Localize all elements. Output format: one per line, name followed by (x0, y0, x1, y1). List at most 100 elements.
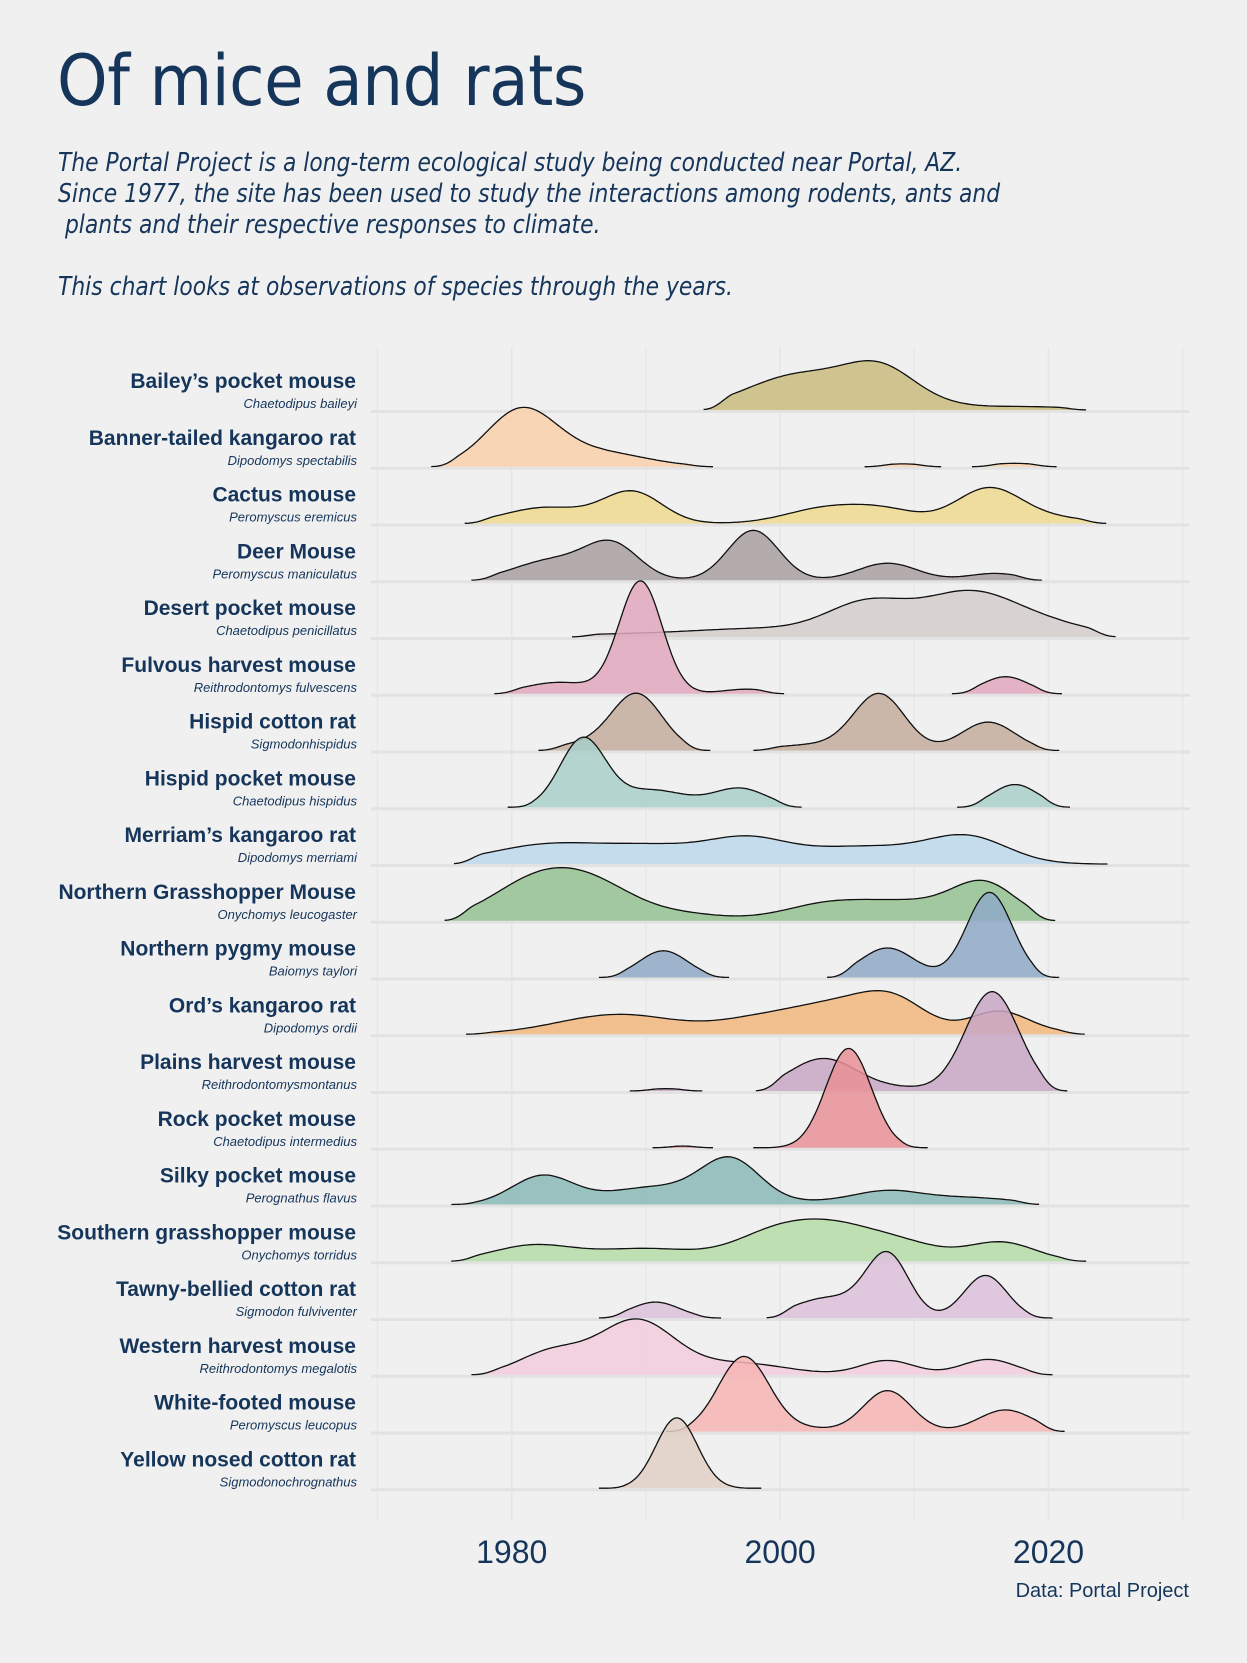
ridge-outline (507, 736, 802, 808)
x-tick-label: 2000 (745, 1534, 816, 1570)
species-scientific-name: Sigmodon fulviventer (236, 1304, 358, 1319)
species-scientific-name: Chaetodipus penicillatus (216, 623, 357, 638)
gridlines (371, 347, 1190, 1520)
species-common-name: Southern grasshopper mouse (57, 1221, 356, 1244)
ridge-area (451, 1219, 1087, 1262)
species-scientific-name: Onychomys leucogaster (218, 907, 358, 922)
x-tick-label: 1980 (476, 1534, 547, 1570)
chart-subtitle: The Portal Project is a long-term ecolog… (58, 148, 1001, 303)
species-common-name: Western harvest mouse (119, 1335, 356, 1358)
ridge-area (972, 463, 1057, 467)
species-common-name: Desert pocket mouse (144, 597, 356, 620)
ridge-area (864, 463, 942, 467)
species-scientific-name: Sigmodonochrognathus (220, 1474, 358, 1489)
ridge-area (753, 1048, 928, 1148)
ridge-outline (972, 462, 1057, 468)
species-scientific-name: Chaetodipus baileyi (244, 396, 359, 411)
species-common-name: Tawny-bellied cotton rat (116, 1278, 356, 1301)
ridge-outline (598, 950, 730, 979)
ridge-area (471, 530, 1042, 581)
ridge-area (451, 1156, 1040, 1205)
ridge-outline (766, 1250, 1053, 1319)
ridge-outline (827, 891, 1060, 979)
ridge-area (598, 1302, 722, 1318)
data-source-caption: Data: Portal Project (1015, 1580, 1189, 1602)
y-axis-labels: Bailey’s pocket mouse Chaetodipus baileyi… (57, 370, 358, 1489)
ridge-outline (494, 580, 785, 695)
species-scientific-name: Chaetodipus intermedius (213, 1134, 357, 1149)
species-common-name: Cactus mouse (212, 484, 356, 507)
ridge-outline (431, 406, 713, 468)
subtitle-line: Since 1977, the site has been used to st… (58, 179, 1001, 209)
species-common-name: Plains harvest mouse (140, 1051, 356, 1074)
ridge-outline (864, 463, 942, 468)
species-common-name: Northern Grasshopper Mouse (58, 881, 356, 904)
ridge-area (827, 892, 1060, 978)
species-scientific-name: Perognathus flavus (246, 1191, 358, 1206)
ridge-area (766, 1251, 1053, 1318)
subtitle-line: The Portal Project is a long-term ecolog… (58, 148, 963, 178)
ridge-outline (598, 1301, 722, 1319)
ridge-area (454, 834, 1108, 864)
ridge-outline (464, 486, 1107, 524)
species-common-name: Banner-tailed kangaroo rat (89, 427, 356, 450)
ridge-outline (471, 1318, 1053, 1376)
subtitle-note: This chart looks at observations of spec… (58, 272, 733, 302)
species-common-name: Hispid cotton rat (189, 711, 356, 734)
ridge-area (471, 1318, 1053, 1375)
ridge-area (598, 1417, 762, 1489)
species-scientific-name: Sigmodonhispidus (251, 737, 358, 752)
ridge-area (598, 950, 730, 978)
ridge-outline (453, 833, 1108, 865)
ridge-area (466, 990, 1085, 1035)
species-scientific-name: Dipodomys merriami (238, 850, 358, 865)
ridge-outline (444, 866, 1056, 922)
species-common-name: Northern pygmy mouse (120, 938, 356, 961)
ridge-outline (666, 1355, 1065, 1433)
species-common-name: Merriam’s kangaroo rat (125, 824, 356, 847)
ridge-outline (753, 1047, 928, 1149)
ridge-outline (471, 529, 1042, 581)
species-scientific-name: Peromyscus eremicus (229, 510, 357, 525)
species-scientific-name: Dipodomys spectabilis (228, 453, 358, 468)
species-scientific-name: Onychomys torridus (241, 1247, 357, 1262)
species-scientific-name: Reithrodontomys megalotis (199, 1361, 357, 1376)
x-tick-label: 2020 (1013, 1534, 1084, 1570)
species-common-name: Deer Mouse (237, 540, 356, 563)
ridge-area (507, 737, 802, 808)
ridge-area (538, 693, 711, 751)
ridge-area (494, 580, 785, 694)
species-scientific-name: Baiomys taylori (269, 964, 358, 979)
ridge-outline (451, 1218, 1087, 1262)
ridge-outline (703, 360, 1087, 411)
x-axis-ticks: 1980 2000 2020 (476, 1534, 1084, 1570)
species-scientific-name: Peromyscus leucopus (230, 1418, 358, 1433)
ridge-outline (598, 1417, 762, 1489)
species-common-name: Yellow nosed cotton rat (120, 1448, 356, 1471)
ridge-area (753, 693, 1060, 751)
ridge-outline (629, 1088, 703, 1092)
ridge-area (464, 487, 1107, 524)
species-common-name: Silky pocket mouse (160, 1165, 356, 1188)
ridges (431, 360, 1116, 1489)
ridge-outline (652, 1145, 713, 1149)
species-scientific-name: Reithrodontomysmontanus (202, 1077, 358, 1092)
species-common-name: Bailey’s pocket mouse (130, 370, 356, 393)
species-common-name: Rock pocket mouse (158, 1108, 356, 1131)
species-scientific-name: Reithrodontomys fulvescens (194, 680, 358, 695)
species-scientific-name: Peromyscus maniculatus (213, 566, 358, 581)
species-scientific-name: Dipodomys ordii (264, 1020, 358, 1035)
ridge-outline (538, 692, 711, 752)
ridge-area (957, 784, 1070, 808)
ridge-outline (753, 692, 1060, 752)
ridge-outline (451, 1156, 1040, 1206)
ridge-area (572, 590, 1116, 637)
ridge-outline (755, 991, 1068, 1092)
ridge-outline (957, 783, 1071, 808)
species-common-name: Ord’s kangaroo rat (169, 994, 356, 1017)
species-common-name: Fulvous harvest mouse (121, 654, 356, 677)
ridge-area (951, 676, 1062, 694)
species-common-name: Hispid pocket mouse (145, 767, 356, 790)
species-scientific-name: Chaetodipus hispidus (233, 793, 358, 808)
